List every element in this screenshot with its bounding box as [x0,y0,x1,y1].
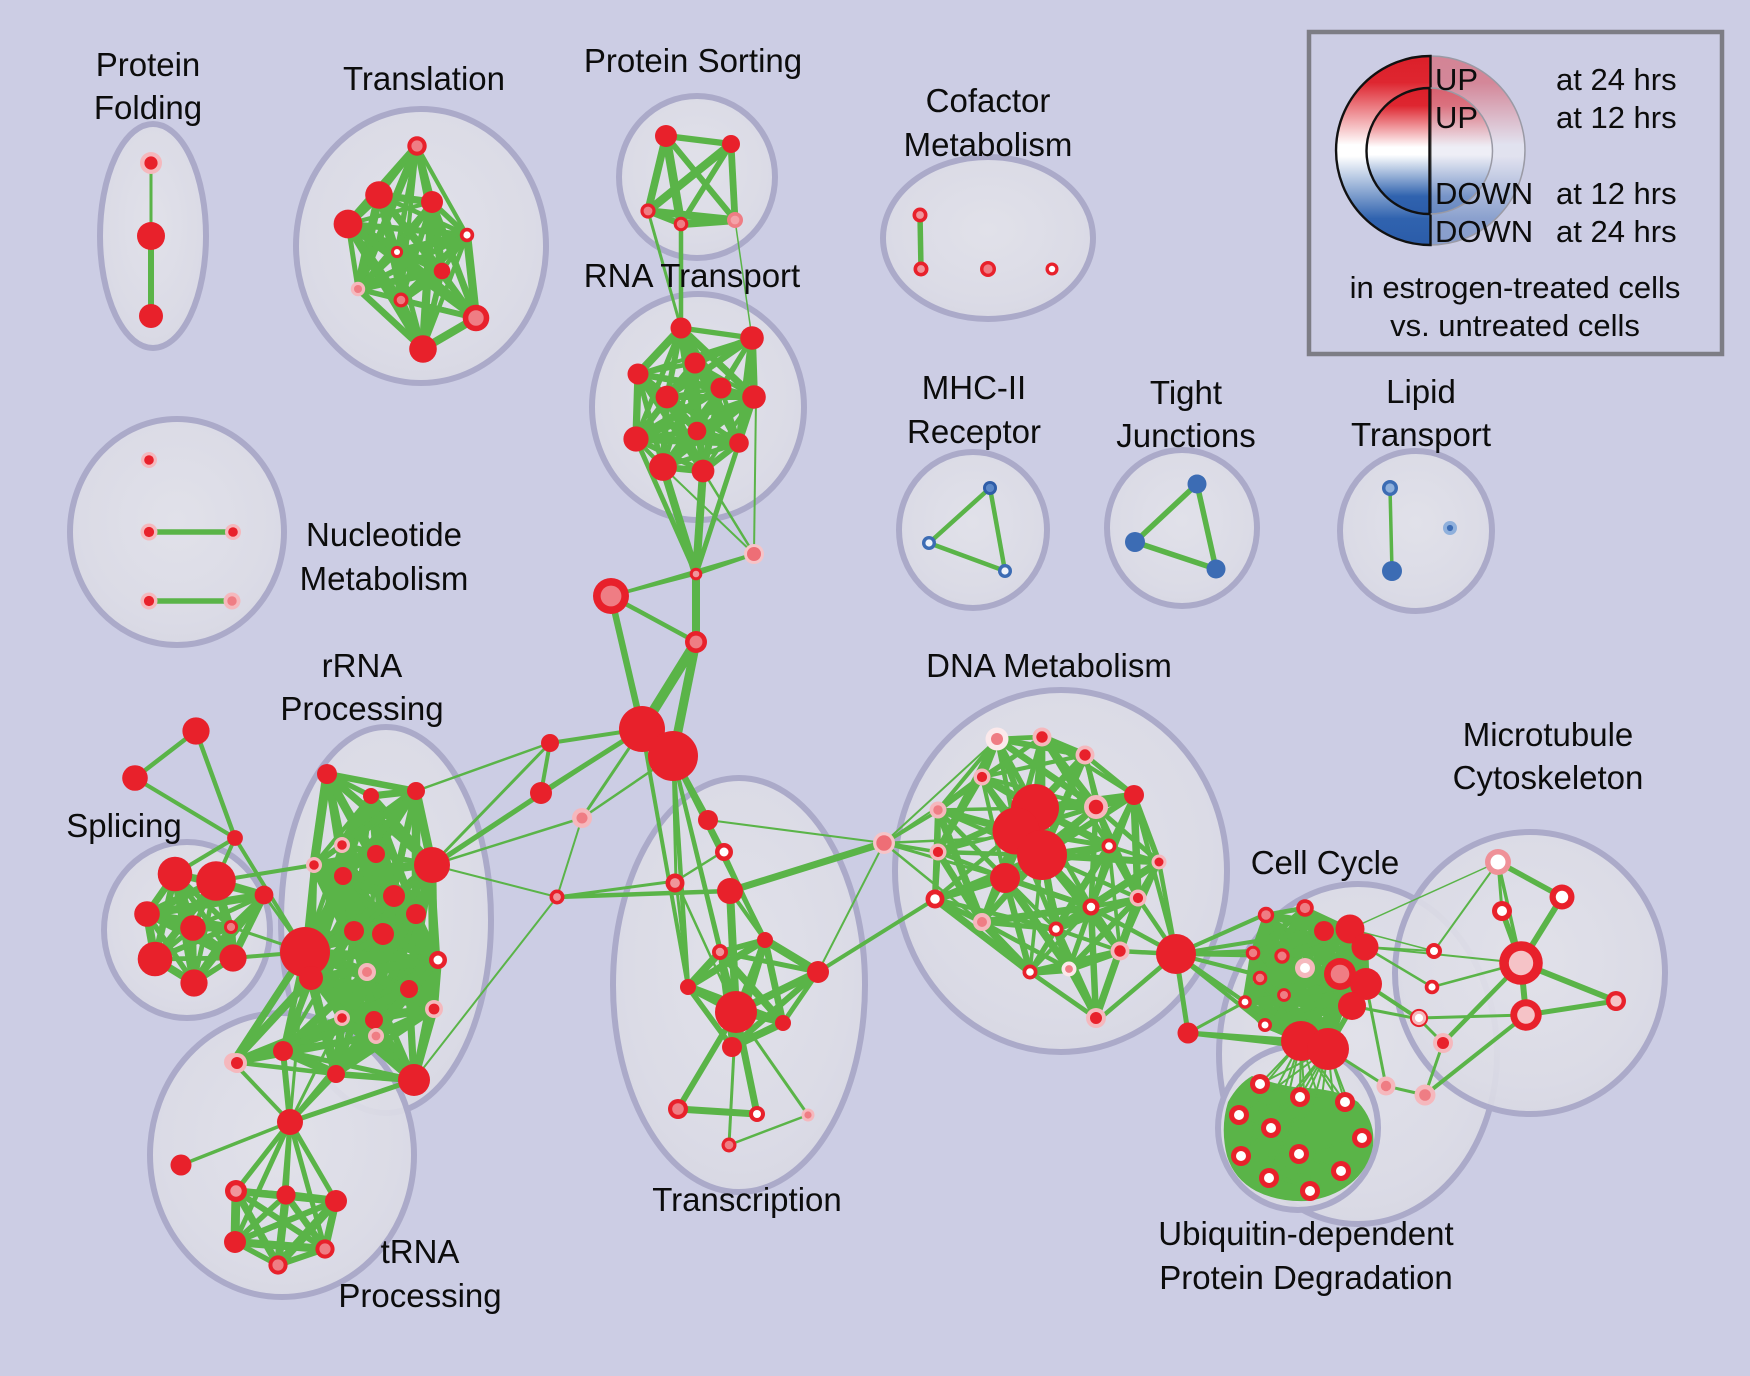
svg-text:rRNA: rRNA [322,647,403,684]
svg-text:Ubiquitin-dependent: Ubiquitin-dependent [1158,1215,1453,1252]
svg-text:Metabolism: Metabolism [904,126,1073,163]
svg-text:Transport: Transport [1351,416,1491,453]
svg-text:at 12 hrs: at 12 hrs [1556,100,1677,135]
svg-text:Nucleotide: Nucleotide [306,516,462,553]
svg-text:Transcription: Transcription [652,1181,842,1218]
svg-text:Receptor: Receptor [907,413,1041,450]
svg-text:Lipid: Lipid [1386,373,1456,410]
svg-text:DOWN: DOWN [1435,176,1533,211]
svg-text:Metabolism: Metabolism [300,560,469,597]
svg-text:Protein: Protein [96,46,201,83]
svg-text:Processing: Processing [338,1277,501,1314]
svg-text:Cell Cycle: Cell Cycle [1251,844,1400,881]
svg-text:UP: UP [1435,100,1478,135]
svg-text:Protein Degradation: Protein Degradation [1159,1259,1453,1296]
svg-text:RNA Transport: RNA Transport [584,257,800,294]
svg-text:DOWN: DOWN [1435,214,1533,249]
svg-text:Junctions: Junctions [1116,417,1255,454]
svg-text:at 12 hrs: at 12 hrs [1556,176,1677,211]
svg-text:Cytoskeleton: Cytoskeleton [1453,759,1644,796]
svg-text:UP: UP [1435,62,1478,97]
svg-text:Translation: Translation [343,60,505,97]
svg-text:Processing: Processing [280,690,443,727]
svg-text:DNA Metabolism: DNA Metabolism [926,647,1172,684]
svg-text:at 24 hrs: at 24 hrs [1556,62,1677,97]
svg-text:Splicing: Splicing [66,807,182,844]
svg-text:MHC-II: MHC-II [922,369,1026,406]
svg-text:Microtubule: Microtubule [1463,716,1634,753]
svg-text:Tight: Tight [1150,374,1222,411]
svg-text:vs. untreated cells: vs. untreated cells [1390,308,1640,343]
svg-text:Folding: Folding [94,89,202,126]
svg-text:in estrogen-treated cells: in estrogen-treated cells [1350,270,1681,305]
svg-text:tRNA: tRNA [381,1233,460,1270]
svg-text:at 24 hrs: at 24 hrs [1556,214,1677,249]
svg-text:Cofactor: Cofactor [926,82,1051,119]
svg-text:Protein Sorting: Protein Sorting [584,42,802,79]
